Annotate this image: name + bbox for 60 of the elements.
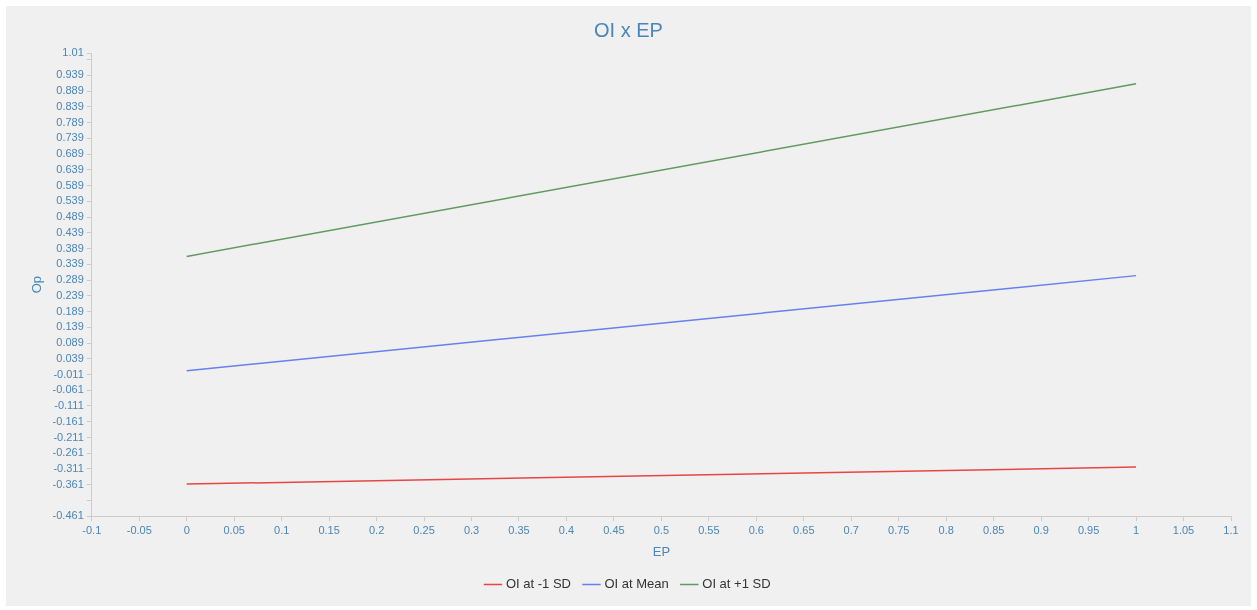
x-tick-label: 0.05 (223, 523, 245, 536)
legend-label: OI at Mean (604, 576, 669, 592)
y-tick-label: 0.439 (56, 225, 84, 238)
x-axis-title: EP (652, 543, 671, 559)
y-tick-label: 0.389 (56, 241, 84, 254)
legend-label: OI at -1 SD (505, 576, 571, 592)
y-tick-label: 0.739 (56, 131, 84, 144)
y-tick-label: -0.211 (53, 430, 84, 443)
x-tick-label: 0.9 (1033, 523, 1049, 536)
y-tick-label: 0.589 (56, 178, 84, 191)
x-tick-label: 0.4 (558, 523, 575, 536)
x-tick-label: 0.8 (938, 523, 954, 536)
y-tick-label: -0.461 (52, 509, 84, 522)
x-tick-label: 0.7 (843, 523, 859, 536)
x-tick-label: 0.5 (653, 523, 670, 536)
y-axis-title: Op (29, 275, 45, 294)
y-tick-label: -0.011 (53, 367, 84, 380)
y-tick-label: 0.889 (56, 84, 84, 97)
y-tick-label: -0.361 (52, 477, 84, 490)
y-tick-label: 0.289 (56, 273, 84, 286)
x-tick-label: 0 (183, 523, 190, 536)
x-tick-label: 0.35 (508, 523, 530, 536)
x-tick-label: 1 (1133, 523, 1140, 536)
y-tick-label: -0.311 (53, 462, 84, 474)
x-tick-label: 1.05 (1172, 523, 1195, 536)
x-tick-label: 0.25 (413, 523, 435, 536)
y-tick-label: 0.539 (56, 194, 84, 207)
x-tick-label: 0.95 (1077, 523, 1100, 536)
y-tick-label: 0.239 (56, 288, 84, 301)
y-tick-label: 0.839 (56, 99, 84, 112)
x-tick-label: -0.05 (126, 523, 152, 536)
y-tick-label: 0.639 (56, 162, 84, 175)
y-tick-label: 0.789 (56, 115, 84, 128)
y-tick-label: 1.01 (62, 46, 84, 59)
x-tick-label: 0.6 (748, 523, 764, 536)
x-tick-label: 0.75 (888, 523, 910, 536)
chart-title: OI x EP (594, 18, 663, 41)
y-tick-label: 0.139 (56, 320, 84, 333)
x-tick-label: -0.1 (82, 523, 102, 536)
y-tick-label: -0.111 (54, 399, 84, 412)
x-tick-label: 0.2 (368, 523, 385, 536)
x-tick-label: 0.1 (274, 523, 290, 536)
y-tick-label: -0.161 (52, 414, 84, 427)
x-tick-label: 0.85 (982, 523, 1005, 536)
y-tick-label: -0.261 (52, 446, 84, 459)
x-tick-label: 0.55 (698, 523, 720, 536)
legend-label: OI at +1 SD (702, 576, 771, 592)
y-tick-label: 0.339 (56, 257, 84, 270)
y-tick-label: -0.061 (52, 383, 84, 396)
y-tick-label: 0.089 (56, 336, 84, 349)
y-tick-label: 0.039 (56, 351, 84, 364)
x-tick-label: 0.3 (463, 523, 480, 536)
x-tick-label: 0.45 (603, 523, 625, 536)
y-tick-label: 0.489 (56, 210, 84, 223)
x-tick-label: 0.15 (318, 523, 340, 536)
y-tick-label: 0.689 (56, 147, 84, 160)
x-tick-label: 0.65 (793, 523, 815, 536)
y-tick-label: 0.939 (56, 68, 84, 81)
x-tick-label: 1.1 (1223, 523, 1239, 536)
y-tick-label: 0.189 (56, 304, 84, 317)
